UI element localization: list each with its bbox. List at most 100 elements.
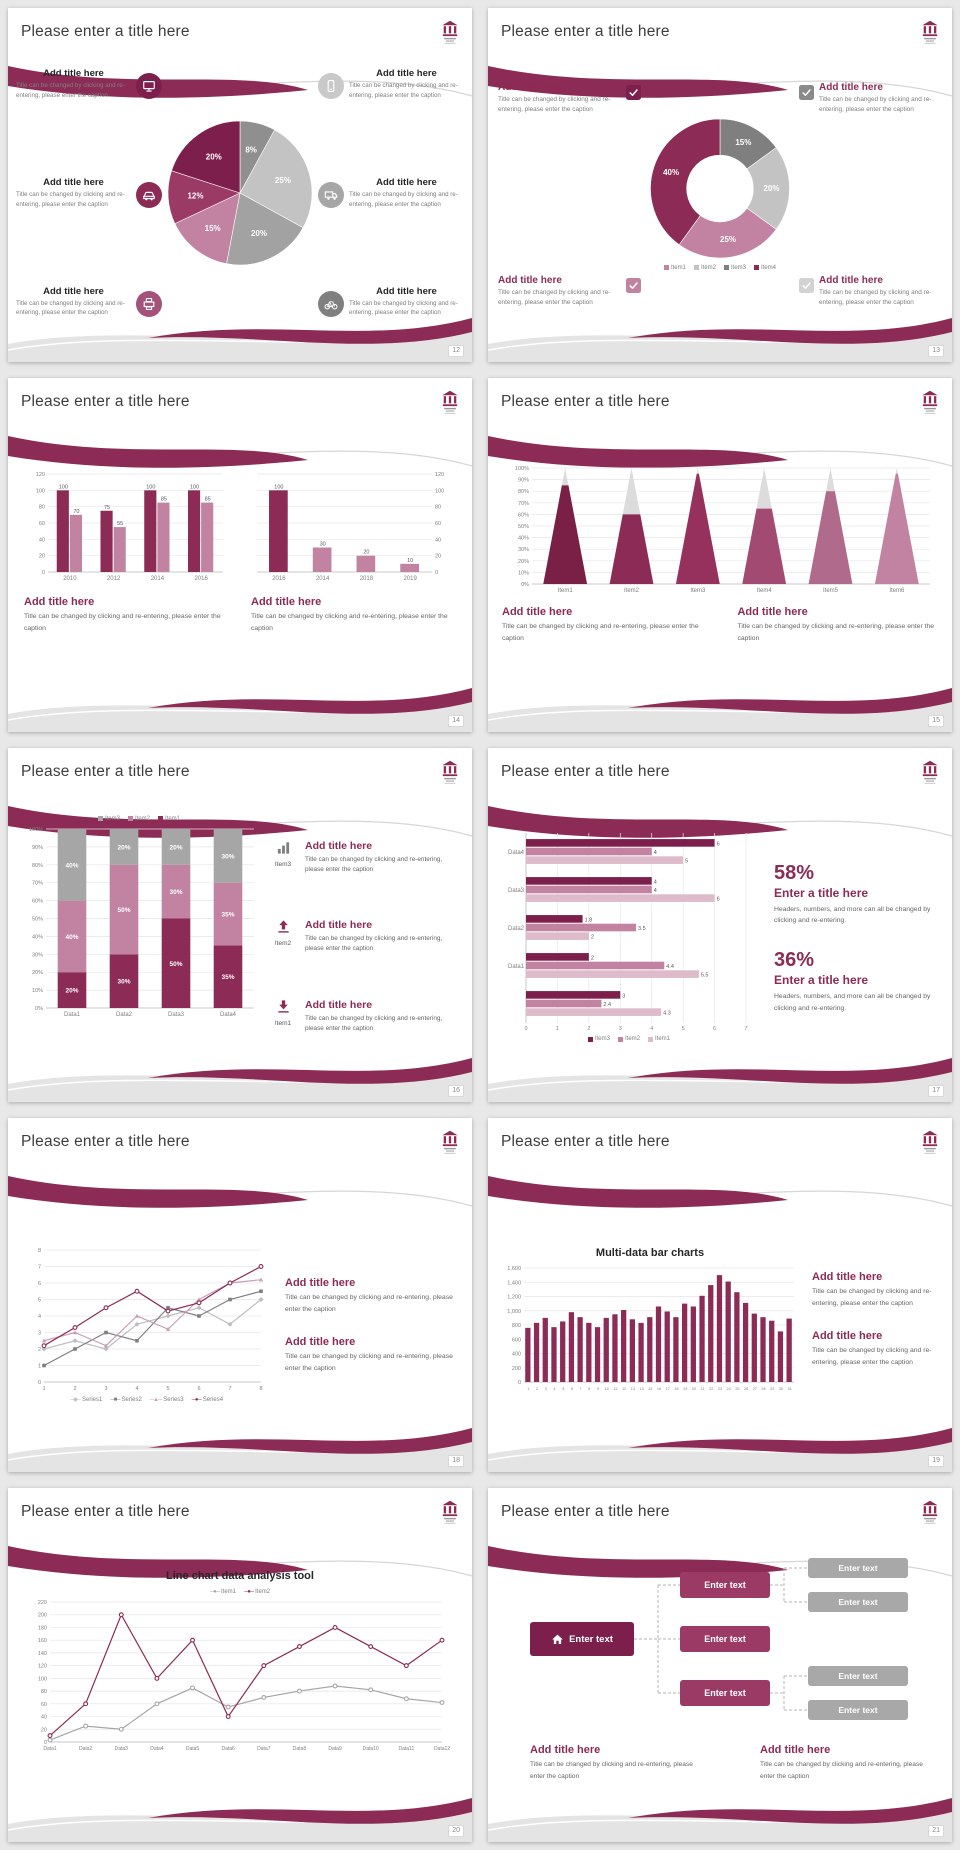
- caption-text: Title can be changed by clicking and re-…: [24, 613, 221, 632]
- svg-text:160: 160: [38, 1638, 47, 1644]
- svg-text:180: 180: [38, 1625, 47, 1631]
- caption-title: Add title here: [305, 998, 373, 1011]
- svg-text:2019: 2019: [403, 576, 417, 582]
- hbar-chart-layout: 0 1 2 3 4 5 6 7 6 4 5 Data4 4 4 6 Data3 1.8 3.5 2 Data2 2 4.4…: [498, 810, 938, 1066]
- svg-text:25%: 25%: [720, 235, 736, 244]
- svg-text:30%: 30%: [518, 547, 529, 553]
- caption-text: Title can be changed by clicking and re-…: [305, 855, 443, 874]
- svg-text:20%: 20%: [169, 844, 182, 851]
- truck-icon: [318, 181, 344, 208]
- slide-21[interactable]: Please enter a title here Enter text Ent…: [488, 1488, 952, 1842]
- grouped-bar-chart: 0 20 40 60 80 100 120 100 70 2010 75 55 2012 100 85 201…: [24, 464, 229, 584]
- slide-title: Please enter a title here: [501, 23, 670, 40]
- callout-title: Add title here: [43, 68, 104, 79]
- svg-text:80: 80: [39, 505, 45, 511]
- item-row: Item1 Add title here Title can be change…: [268, 999, 462, 1035]
- slide-number: 12: [448, 345, 464, 357]
- slide-header: Please enter a title here: [8, 748, 472, 794]
- slide-13[interactable]: Please enter a title here Add title here…: [488, 8, 952, 362]
- slide-15[interactable]: Please enter a title here 0% 10% 20% 30% 40%…: [488, 378, 952, 732]
- slide-title: Please enter a title here: [501, 393, 670, 410]
- slide-16[interactable]: Please enter a title here Item3 Item2 Item…: [8, 748, 472, 1102]
- svg-text:Data12: Data12: [434, 1746, 450, 1752]
- checkbox-icon: [626, 85, 641, 100]
- caption-title: Add title here: [502, 606, 573, 618]
- svg-text:100%: 100%: [29, 827, 43, 833]
- callout-item: Add title here Title can be changed by c…: [16, 286, 162, 318]
- svg-text:7: 7: [38, 1265, 41, 1271]
- svg-text:Data3: Data3: [508, 888, 525, 894]
- right-callouts: Add title here Title can be changed by c…: [799, 68, 942, 322]
- svg-text:3.5: 3.5: [638, 926, 646, 932]
- chart-title: Line chart data analysis tool: [166, 1570, 314, 1582]
- node-label: Enter text: [704, 1688, 746, 1698]
- slide-number: 19: [928, 1455, 944, 1467]
- slide-header: Please enter a title here: [488, 1488, 952, 1534]
- flow-diagram-layout: Enter text Enter text Enter text Enter t…: [500, 1544, 940, 1810]
- svg-text:3: 3: [104, 1386, 107, 1392]
- svg-text:0: 0: [435, 570, 438, 576]
- svg-text:0: 0: [524, 1026, 527, 1032]
- svg-text:20%: 20%: [518, 559, 529, 565]
- printer-icon: [136, 290, 162, 317]
- svg-text:3: 3: [622, 993, 625, 999]
- callout-caption: Title can be changed by clicking and re-…: [349, 82, 458, 99]
- checkbox-icon: [626, 278, 641, 294]
- caption-text: Title can be changed by clicking and re-…: [305, 935, 443, 953]
- svg-text:120: 120: [38, 1664, 47, 1670]
- svg-text:8: 8: [259, 1386, 262, 1392]
- svg-text:23: 23: [718, 1387, 722, 1391]
- svg-text:6: 6: [717, 896, 720, 902]
- checkbox-icon: [799, 278, 814, 294]
- slide-12[interactable]: Please enter a title here Add title here…: [8, 8, 472, 362]
- svg-text:Data3: Data3: [168, 1012, 185, 1018]
- svg-text:Data4: Data4: [220, 1012, 237, 1018]
- svg-text:55: 55: [117, 521, 123, 527]
- svg-text:1,000: 1,000: [507, 1308, 521, 1314]
- svg-text:2016: 2016: [194, 576, 208, 582]
- slide-title: Please enter a title here: [21, 23, 190, 40]
- caption-text: Title can be changed by clicking and re-…: [502, 623, 699, 642]
- caption-title: Add title here: [530, 1744, 601, 1756]
- slide-14[interactable]: Please enter a title here 0 20 40 60 80 100 12…: [8, 378, 472, 732]
- svg-text:27: 27: [753, 1387, 757, 1391]
- slide-17[interactable]: Please enter a title here 0 1 2 3 4 5 6 7 6 4 5 Dat…: [488, 748, 952, 1102]
- callout-caption: Title can be changed by clicking and re-…: [16, 82, 125, 99]
- svg-text:12%: 12%: [187, 191, 203, 200]
- caption-text: Title can be changed by clicking and re-…: [285, 1294, 453, 1314]
- svg-text:4: 4: [650, 1026, 653, 1032]
- line-chart-layout: 0 1 2 3 4 5 6 7 8 1 2 3 4 5 6 7 8 ─◆─ Series1 ─■─ Series2 ─▲─…: [24, 1216, 458, 1436]
- svg-text:17: 17: [666, 1387, 670, 1391]
- svg-text:Data8: Data8: [293, 1746, 307, 1752]
- pie-callout-layout: Add title here Title can be changed by c…: [16, 66, 464, 320]
- slide-19[interactable]: Please enter a title here Multi-data bar…: [488, 1118, 952, 1472]
- caption-text: Title can be changed by clicking and re-…: [812, 1288, 932, 1308]
- download-arrow-icon: [275, 999, 292, 1014]
- flow-node: Enter text: [680, 1626, 770, 1652]
- callout-item: Add title here Title can be changed by c…: [498, 82, 641, 115]
- svg-text:Data6: Data6: [222, 1746, 236, 1752]
- cone-chart: 0% 10% 20% 30% 40% 50% 60% 70% 80% 90% 100% Item1 It…: [502, 462, 938, 596]
- school-crest-logo: [441, 390, 459, 415]
- svg-text:21: 21: [700, 1387, 704, 1391]
- caption-column: Add title here Title can be changed by c…: [812, 1271, 938, 1369]
- item-label: Item3: [274, 860, 292, 868]
- school-crest-logo: [441, 20, 459, 45]
- svg-text:2: 2: [38, 1347, 41, 1353]
- svg-text:Data9: Data9: [328, 1746, 342, 1752]
- node-label: Enter text: [838, 1563, 878, 1573]
- caption-text: Title can be changed by clicking and re-…: [760, 1761, 923, 1780]
- caption-text: Title can be changed by clicking and re-…: [530, 1761, 693, 1780]
- svg-text:85: 85: [205, 497, 211, 503]
- svg-text:3: 3: [38, 1331, 41, 1337]
- svg-text:4.3: 4.3: [663, 1010, 671, 1016]
- caption-title: Add title here: [285, 1336, 356, 1348]
- slide-20[interactable]: Please enter a title here Line chart dat…: [8, 1488, 472, 1842]
- svg-text:0: 0: [44, 1740, 47, 1746]
- svg-text:6: 6: [571, 1387, 573, 1391]
- item-row: Item3 Add title here Title can be change…: [268, 840, 462, 876]
- svg-text:90%: 90%: [32, 845, 43, 851]
- flow-diagram: Enter text Enter text Enter text Enter t…: [500, 1544, 940, 1736]
- svg-text:16: 16: [657, 1387, 661, 1391]
